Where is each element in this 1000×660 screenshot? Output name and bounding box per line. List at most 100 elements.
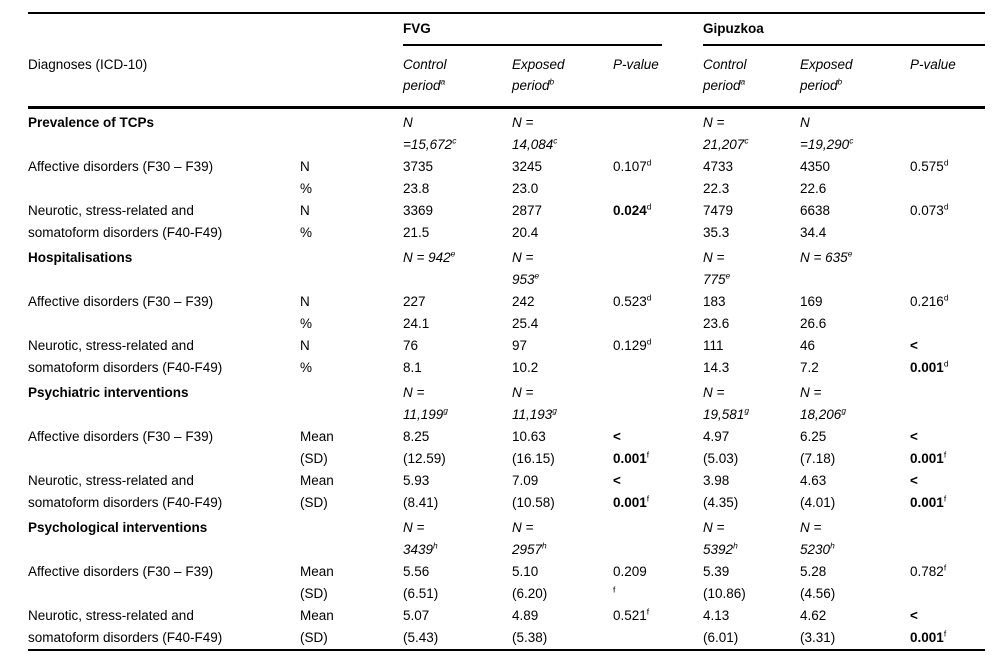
- fvg-exposed-cell: 2877: [512, 203, 543, 218]
- fvg-control-cell: (8.41): [403, 495, 439, 510]
- stat-label-cell: N: [300, 338, 310, 353]
- gipuzkoa-pvalue-cell: 0.216d: [910, 292, 949, 309]
- fvg-pvalue-cell: [613, 313, 703, 335]
- stat-label-cell: [300, 244, 403, 291]
- gipuzkoa-exposed-cell: 4350: [800, 159, 831, 174]
- gipuzkoa-pvalue-cell: [910, 379, 985, 426]
- group-header-spacer: [28, 13, 403, 46]
- fvg-pvalue-cell: 0.523d: [613, 292, 652, 309]
- stat-label-cell: N: [300, 294, 310, 309]
- fvg-exposed-cell: N = 11,193g: [512, 385, 557, 422]
- data-row: Affective disorders (F30 – F39) Mean 5.56 5…: [28, 561, 985, 583]
- diagnosis-label-cell: Affective disorders (F30 – F39): [28, 564, 214, 579]
- fvg-exposed-cell: (6.20): [512, 586, 548, 601]
- gipuzkoa-pvalue-cell: 0.575d: [910, 157, 949, 174]
- section-row: Psychological interventions N = 3439h N = 29…: [28, 514, 985, 561]
- gipuzkoa-control-cell: N = 5392h: [703, 520, 738, 557]
- gipuzkoa-control-cell: 7479: [703, 203, 734, 218]
- stat-label-cell: %: [300, 316, 313, 331]
- gipuzkoa-control-cell: 22.3: [703, 181, 730, 196]
- stat-label-cell: Mean: [300, 608, 334, 623]
- gipuzkoa-control-cell: (5.03): [703, 451, 739, 466]
- fvg-control-cell: 227: [403, 294, 426, 309]
- gipuzkoa-pvalue-cell: 0.073d: [910, 201, 949, 218]
- data-row: somatoform disorders (F40-F49)% 8.1 10.2 14…: [28, 357, 985, 379]
- gipuzkoa-exposed-cell: 4.63: [800, 473, 827, 488]
- fvg-pvalue-cell: [613, 357, 703, 379]
- gipuzkoa-control-cell: 35.3: [703, 225, 730, 240]
- diagnoses-column-header: Diagnoses (ICD-10): [28, 46, 403, 109]
- diagnosis-label-cell: [28, 178, 300, 200]
- fvg-exposed-cell: 10.2: [512, 360, 539, 375]
- fvg-control-cell: 5.07: [403, 608, 430, 623]
- diagnosis-label-cell: Neurotic, stress-related and: [28, 473, 194, 488]
- data-row: % 24.1 25.4 23.6 26.6: [28, 313, 985, 335]
- fvg-control-cell: (12.59): [403, 451, 446, 466]
- gipuzkoa-pvalue-cell: 0.001f: [910, 627, 986, 651]
- gipuzkoa-control-cell: 14.3: [703, 360, 730, 375]
- gipuzkoa-pvalue-cell: [910, 313, 985, 335]
- gipuzkoa-exposed-cell: 5.28: [800, 564, 827, 579]
- fvg-exposed-cell: 10.63: [512, 429, 546, 444]
- data-row: Affective disorders (F30 – F39) N 227 242 0.…: [28, 291, 985, 313]
- gipuzkoa-exposed-cell: 7.2: [800, 360, 819, 375]
- fvg-pvalue-cell: [613, 514, 703, 561]
- stat-label-cell: %: [300, 225, 313, 240]
- fvg-control-period-header: Control perioda: [403, 46, 512, 109]
- fvg-control-cell: 21.5: [403, 225, 430, 240]
- fvg-exposed-cell: 7.09: [512, 473, 539, 488]
- gipuzkoa-control-cell: N = 21,207c: [703, 115, 749, 152]
- fvg-exposed-cell: 25.4: [512, 316, 539, 331]
- gipuzkoa-control-cell: 23.6: [703, 316, 730, 331]
- gipuzkoa-group-header: Gipuzkoa: [703, 13, 986, 46]
- stat-label-cell: Mean: [300, 564, 334, 579]
- table-body: Prevalence of TCPs N =15,672c N = 14,084c N =…: [28, 108, 986, 651]
- gipuzkoa-exposed-cell: (4.01): [800, 495, 836, 510]
- gipuzkoa-exposed-cell: 26.6: [800, 316, 827, 331]
- fvg-pvalue-cell: [613, 244, 703, 291]
- gipuzkoa-control-period-header: Control perioda: [703, 46, 801, 109]
- gipuzkoa-pvalue-cell: [910, 178, 985, 200]
- fvg-group-header: FVG: [403, 13, 703, 46]
- diagnosis-label-cell: Prevalence of TCPs: [28, 115, 155, 130]
- gipuzkoa-control-cell: 5.39: [703, 564, 730, 579]
- fvg-exposed-cell: (16.15): [512, 451, 555, 466]
- data-row: Affective disorders (F30 – F39) N 3735 3245…: [28, 156, 985, 178]
- column-header-row: Diagnoses (ICD-10) Control perioda Expose…: [28, 46, 986, 109]
- fvg-control-cell: 24.1: [403, 316, 430, 331]
- diagnosis-label-cell: Affective disorders (F30 – F39): [28, 294, 214, 309]
- fvg-control-cell: N = 942e: [403, 248, 456, 265]
- fvg-exposed-cell: N = 14,084c: [512, 115, 558, 152]
- gipuzkoa-pvalue-cell: 0.782f: [910, 562, 947, 579]
- fvg-control-cell: 23.8: [403, 181, 430, 196]
- gipuzkoa-pvalue-cell: <: [910, 473, 918, 488]
- fvg-control-cell: 3735: [403, 159, 434, 174]
- fvg-exposed-cell: 3245: [512, 159, 543, 174]
- fvg-control-cell: 3369: [403, 203, 434, 218]
- data-row: Neurotic, stress-related and N 76 97 0.129d 1…: [28, 335, 985, 357]
- diagnosis-label-cell: Neurotic, stress-related and: [28, 338, 194, 353]
- data-row: somatoform disorders (F40-F49) (SD) (8.41)…: [28, 492, 985, 514]
- fvg-control-cell: 8.1: [403, 360, 422, 375]
- fvg-control-cell: (6.51): [403, 586, 439, 601]
- fvg-exposed-cell: N = 2957h: [512, 520, 547, 557]
- diagnosis-label-cell: somatoform disorders (F40-F49): [28, 495, 223, 510]
- data-row: Neurotic, stress-related and Mean 5.93 7.09…: [28, 470, 985, 492]
- data-row: % 23.8 23.0 22.3 22.6: [28, 178, 985, 200]
- group-header-row: FVG Gipuzkoa: [28, 13, 986, 46]
- diagnosis-label-cell: Hospitalisations: [28, 250, 133, 265]
- fvg-pvalue-cell: <: [613, 429, 621, 444]
- gipuzkoa-control-cell: 183: [703, 294, 726, 309]
- fvg-pvalue-cell: [613, 108, 703, 157]
- fvg-pvalue-cell: 0.209: [613, 564, 647, 579]
- diagnosis-label-cell: [28, 583, 300, 605]
- fvg-exposed-cell: 23.0: [512, 181, 539, 196]
- fvg-control-cell: 5.56: [403, 564, 430, 579]
- fvg-pvalue-cell: [613, 178, 703, 200]
- gipuzkoa-exposed-cell: 6638: [800, 203, 831, 218]
- fvg-control-cell: (5.43): [403, 627, 512, 651]
- fvg-pvalue-header: P-value: [613, 46, 704, 109]
- fvg-control-cell: 5.93: [403, 473, 430, 488]
- gipuzkoa-pvalue-cell: 0.001f: [910, 449, 947, 466]
- stat-label-cell: %: [300, 360, 313, 375]
